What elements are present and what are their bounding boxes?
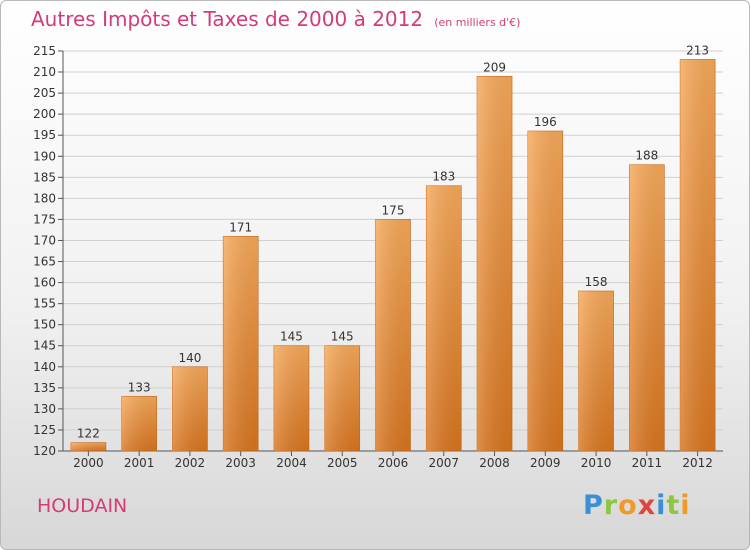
y-tick-label: 130	[33, 402, 56, 416]
bar-shine-2010	[578, 291, 614, 451]
y-tick-label: 215	[33, 44, 56, 58]
value-label-2008: 209	[483, 60, 506, 74]
bar-shine-2001	[121, 396, 157, 451]
y-tick-label: 160	[33, 276, 56, 290]
y-tick-label: 195	[33, 128, 56, 142]
value-label-2004: 145	[280, 330, 303, 344]
chart-unit: (en milliers d'€)	[434, 16, 521, 29]
bar-shine-2004	[273, 345, 309, 451]
y-tick-label: 205	[33, 86, 56, 100]
y-tick-label: 155	[33, 297, 56, 311]
x-tick-label-2011: 2011	[632, 456, 663, 470]
x-tick-label-2006: 2006	[378, 456, 409, 470]
y-tick-label: 120	[33, 444, 56, 458]
brand-letter: i	[656, 490, 667, 521]
value-label-2001: 133	[128, 380, 151, 394]
y-tick-label: 210	[33, 65, 56, 79]
brand-logo: Proxiti	[583, 490, 691, 521]
brand-letter: r	[603, 490, 619, 521]
bar-shine-2008	[477, 76, 513, 452]
bar-shine-2003	[223, 236, 259, 451]
x-tick-label-2002: 2002	[175, 456, 206, 470]
y-tick-label: 175	[33, 212, 56, 226]
x-tick-label-2001: 2001	[124, 456, 155, 470]
brand-letter: x	[637, 490, 657, 521]
brand-letter: o	[618, 490, 638, 521]
y-tick-label: 200	[33, 107, 56, 121]
label-layer: 122 2000 133 2001 140 2002 171 2003 145 2004 145 20…	[73, 43, 713, 470]
value-label-2003: 171	[229, 220, 252, 234]
x-tick-label-2010: 2010	[581, 456, 612, 470]
bar-shine-2009	[527, 131, 563, 451]
x-tick-label-2012: 2012	[682, 456, 713, 470]
y-tick-label: 150	[33, 318, 56, 332]
bar-layer	[70, 59, 716, 452]
y-tick-label: 140	[33, 360, 56, 374]
chart-title: Autres Impôts et Taxes de 2000 à 2012	[31, 7, 424, 31]
x-tick-label-2008: 2008	[479, 456, 510, 470]
bar-shine-2000	[70, 442, 106, 451]
value-label-2012: 213	[686, 43, 709, 57]
town-name: HOUDAIN	[37, 495, 128, 517]
value-label-2011: 188	[635, 149, 658, 163]
x-tick-label-2007: 2007	[428, 456, 459, 470]
bar-shine-2002	[172, 366, 208, 451]
bar-shine-2012	[680, 59, 716, 451]
x-tick-label-2003: 2003	[225, 456, 256, 470]
brand-letter: t	[666, 490, 681, 521]
x-tick-label-2000: 2000	[73, 456, 104, 470]
brand-letter: P	[583, 490, 604, 521]
value-label-2006: 175	[382, 203, 405, 217]
x-tick-label-2009: 2009	[530, 456, 561, 470]
title-line: Autres Impôts et Taxes de 2000 à 2012 (e…	[31, 7, 520, 31]
bar-shine-2011	[629, 164, 665, 451]
value-label-2007: 183	[432, 170, 455, 184]
y-tick-label: 125	[33, 423, 56, 437]
value-label-2010: 158	[585, 275, 608, 289]
brand-letter: i	[680, 490, 691, 521]
y-tick-label: 135	[33, 381, 56, 395]
value-label-2002: 140	[178, 351, 201, 365]
x-tick-label-2005: 2005	[327, 456, 358, 470]
y-tick-label: 190	[33, 149, 56, 163]
y-tick-label: 180	[33, 191, 56, 205]
value-label-2005: 145	[331, 330, 354, 344]
y-tick-label: 170	[33, 233, 56, 247]
value-label-2009: 196	[534, 115, 557, 129]
y-tick-label: 145	[33, 339, 56, 353]
y-tick-label: 165	[33, 255, 56, 269]
bar-shine-2007	[426, 185, 462, 451]
bar-shine-2005	[324, 345, 360, 451]
value-label-2000: 122	[77, 427, 100, 441]
y-tick-label: 185	[33, 170, 56, 184]
bar-shine-2006	[375, 219, 411, 451]
x-tick-label-2004: 2004	[276, 456, 307, 470]
